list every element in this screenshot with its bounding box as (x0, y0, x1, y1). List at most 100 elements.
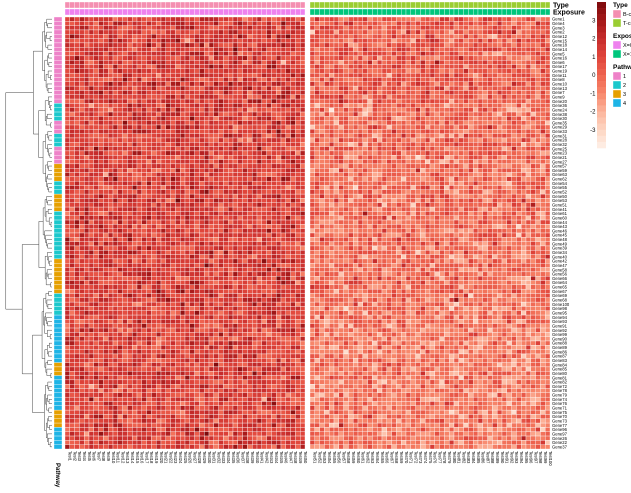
heatmap-cell (463, 107, 469, 113)
heatmap-cell (175, 193, 181, 199)
heatmap-cell (521, 90, 527, 95)
heatmap-cell (223, 81, 229, 87)
heatmap-cell (348, 34, 354, 39)
heatmap-cell (88, 120, 94, 126)
heatmap-cell (223, 193, 229, 199)
heatmap-cell (535, 180, 541, 186)
heatmap-cell (280, 120, 286, 126)
heatmap-cell (511, 81, 517, 87)
heatmap-cell (295, 202, 301, 208)
heatmap-cell (381, 180, 387, 186)
heatmap-cell (333, 77, 339, 82)
heatmap-cell (353, 98, 359, 104)
heatmap-cell (122, 198, 128, 203)
heatmap-cell (69, 94, 75, 100)
heatmap-cell (487, 168, 493, 173)
exposure-annotation-cell (175, 8, 181, 16)
heatmap-cell (290, 172, 296, 178)
heatmap-cell (252, 42, 258, 48)
heatmap-cell (525, 202, 531, 208)
heatmap-cell (266, 189, 272, 195)
heatmap-cell (525, 176, 531, 182)
heatmap-cell (204, 111, 210, 117)
heatmap-cell (256, 94, 262, 100)
heatmap-cell (84, 47, 90, 52)
heatmap-cell (127, 193, 133, 199)
heatmap-cell (141, 142, 147, 147)
heatmap-cell (300, 90, 306, 95)
heatmap-cell (468, 94, 474, 100)
heatmap-cell (521, 25, 527, 31)
heatmap-cell (266, 193, 272, 199)
heatmap-cell (348, 98, 354, 104)
heatmap-cell (439, 116, 445, 121)
exposure-annotation-cell (204, 8, 210, 16)
heatmap-cell (420, 29, 426, 35)
heatmap-cell (511, 111, 517, 117)
heatmap-cell (401, 64, 407, 70)
heatmap-cell (314, 180, 320, 186)
heatmap-cell (103, 176, 109, 182)
heatmap-cell (372, 68, 378, 74)
heatmap-cell (463, 94, 469, 100)
heatmap-cell (449, 172, 455, 178)
heatmap-cell (290, 198, 296, 203)
heatmap-cell (415, 34, 421, 39)
heatmap-cell (530, 176, 536, 182)
heatmap-cell (247, 51, 253, 57)
heatmap-cell (468, 85, 474, 91)
heatmap-cell (271, 189, 277, 195)
heatmap-cell (530, 146, 536, 152)
heatmap-cell (194, 64, 200, 70)
heatmap-cell (300, 29, 306, 35)
heatmap-cell (324, 116, 330, 121)
heatmap-cell (420, 98, 426, 104)
heatmap-cell (213, 137, 219, 143)
heatmap-cell (463, 64, 469, 70)
heatmap-cell (434, 202, 440, 208)
heatmap-cell (333, 189, 339, 195)
heatmap-cell (545, 172, 551, 178)
heatmap-cell (276, 77, 282, 82)
heatmap-cell (492, 133, 498, 139)
heatmap-cell (420, 116, 426, 121)
heatmap-cell (482, 77, 488, 82)
heatmap-cell (74, 202, 80, 208)
heatmap-cell (338, 124, 344, 130)
heatmap-cell (146, 129, 152, 134)
heatmap-cell (122, 185, 128, 190)
heatmap-cell (343, 68, 349, 74)
heatmap-cell (232, 142, 238, 147)
heatmap-cell (535, 120, 541, 126)
heatmap-cell (463, 85, 469, 91)
heatmap-cell (429, 146, 435, 152)
heatmap-cell (84, 77, 90, 82)
heatmap-cell (314, 202, 320, 208)
heatmap-cell (343, 85, 349, 91)
heatmap-cell (545, 72, 551, 78)
heatmap-cell (425, 189, 431, 195)
heatmap-cell (497, 29, 503, 35)
heatmap-cell (468, 34, 474, 39)
heatmap-cell (473, 176, 479, 182)
heatmap-cell (266, 77, 272, 82)
heatmap-cell (353, 60, 359, 65)
heatmap-cell (314, 81, 320, 87)
heatmap-cell (261, 81, 267, 87)
type-annotation-cell (429, 1, 435, 9)
heatmap-cell (208, 180, 214, 186)
heatmap-cell (521, 98, 527, 104)
heatmap-cell (386, 94, 392, 100)
heatmap-cell (276, 168, 282, 173)
heatmap-cell (324, 172, 330, 178)
heatmap-cell (194, 193, 200, 199)
type-annotation-cell (156, 1, 162, 9)
heatmap-cell (93, 103, 99, 108)
heatmap-cell (401, 38, 407, 44)
heatmap-cell (501, 51, 507, 57)
heatmap-cell (429, 155, 435, 160)
heatmap-cell (511, 137, 517, 143)
heatmap-cell (482, 137, 488, 143)
heatmap-cell (79, 29, 85, 35)
heatmap-cell (525, 107, 531, 113)
